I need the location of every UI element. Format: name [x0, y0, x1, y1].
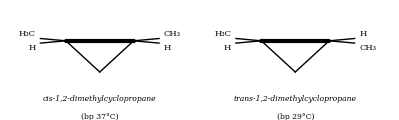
Text: CH₃: CH₃	[164, 30, 181, 38]
Text: (bp 29°C): (bp 29°C)	[277, 113, 314, 120]
Text: trans-1,2-dimethylcyclopropane: trans-1,2-dimethylcyclopropane	[234, 95, 357, 103]
Text: H: H	[164, 44, 171, 51]
Text: (bp 37°C): (bp 37°C)	[81, 113, 119, 120]
Text: H₃C: H₃C	[214, 30, 231, 38]
Text: H₃C: H₃C	[19, 30, 36, 38]
Text: H: H	[359, 30, 367, 38]
Text: CH₃: CH₃	[359, 44, 376, 51]
Text: H: H	[224, 44, 231, 51]
Text: H: H	[28, 44, 36, 51]
Text: cis-1,2-dimethylcyclopropane: cis-1,2-dimethylcyclopropane	[43, 95, 156, 103]
